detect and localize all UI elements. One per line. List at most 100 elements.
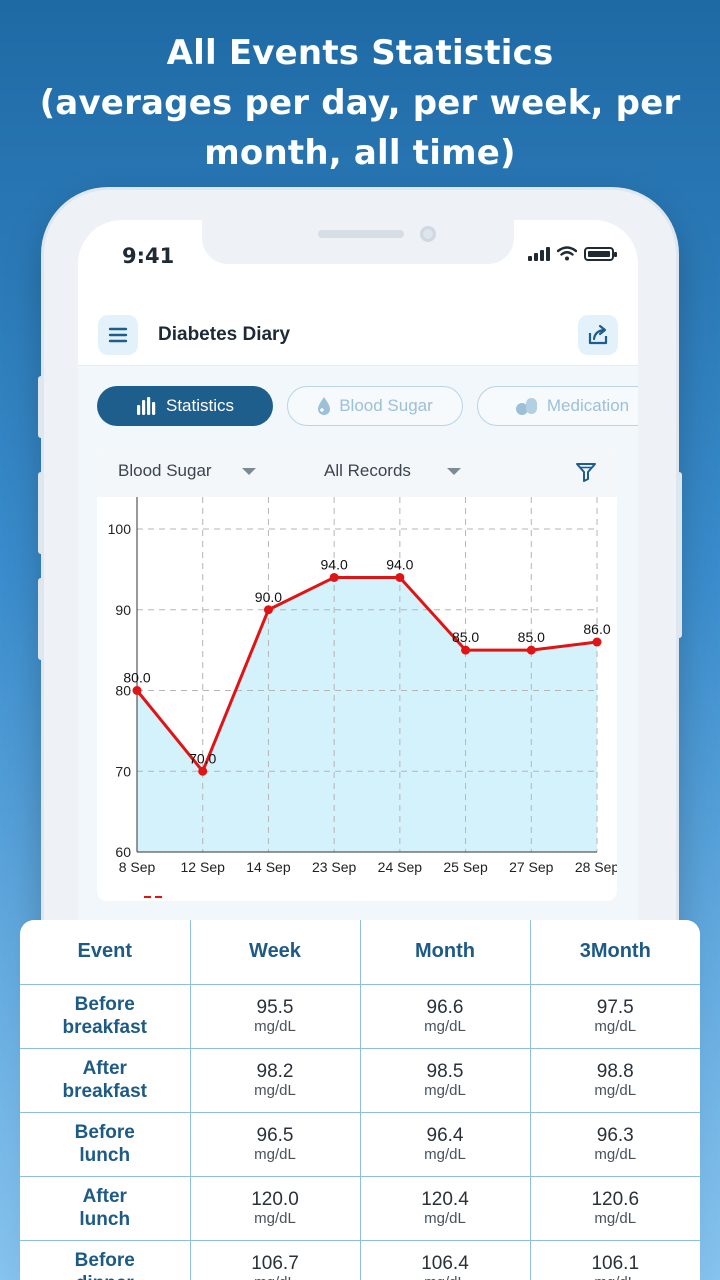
3month-value-cell: 106.1mg/dL [529,1239,700,1280]
y-tick-label: 70 [115,763,131,779]
value-text: 98.8 [596,1060,634,1082]
chart-area-fill [137,577,597,852]
month-value-cell: 96.6 mg/dL [359,983,531,1049]
tab-statistics-label: Statistics [165,396,235,415]
unit-text: mg/dL [254,1081,296,1099]
x-tick-label: 23 Sep [312,859,357,875]
unit-text: mg/dL [424,1209,466,1227]
unit-text: mg/dL [191,1274,360,1280]
3month-value-cell: 96.3 mg/dL [529,1111,700,1177]
hamburger-icon [108,327,128,343]
week-value-cell: 96.5 mg/dL [189,1111,361,1177]
headline-line-1: All Events Statistics [166,33,554,73]
chevron-down-icon [242,468,256,475]
share-button[interactable] [578,315,618,355]
y-tick-label: 80 [115,683,131,699]
table-header-row: Event Week Month 3Month [20,920,700,985]
funnel-icon[interactable] [575,461,597,483]
tab-blood-sugar-label: Blood Sugar [339,396,433,415]
power-button [676,472,682,638]
data-label: 86.0 [583,621,610,637]
header-month: Month [359,920,531,985]
y-tick-label: 90 [115,602,131,618]
data-point [329,572,339,582]
value-text: 120.4 [421,1188,469,1210]
header-3month: 3Month [529,920,700,985]
value-text: 120.0 [251,1188,299,1210]
unit-text: mg/dL [594,1017,637,1035]
tab-statistics[interactable]: Statistics [97,386,273,426]
status-time: 9:41 [122,244,175,268]
data-label: 80.0 [123,670,150,686]
value-text: 106.7 [251,1252,299,1274]
data-label: 70.0 [189,750,216,766]
unit-text: mg/dL [424,1081,466,1099]
month-value-cell: 120.4 mg/dL [359,1175,531,1241]
share-icon [588,324,608,345]
data-point [263,605,273,615]
battery-icon [584,246,617,261]
table-row: Before lunch 96.5 mg/dL 96.4 mg/dL 96.3 mg/dL [20,1111,700,1177]
event-cell: Before breakfast [20,983,191,1049]
event-name-line: After [82,1058,127,1079]
headline-line-3: month, all time) [204,133,516,173]
header-week: Week [189,920,361,985]
event-name-line: After [82,1186,127,1207]
unit-text: mg/dL [594,1209,637,1227]
header-event: Event [20,920,191,985]
week-value-cell: 106.7mg/dL [189,1239,361,1280]
type-dropdown[interactable]: Blood Sugar [118,461,212,480]
volume-down-button [38,578,44,660]
value-text: 96.5 [256,1124,294,1146]
event-name-line: Before [74,994,135,1015]
x-tick-label: 28 Sep [575,859,617,875]
week-value-cell: 98.2 mg/dL [189,1047,361,1113]
y-tick-label: 60 [115,844,131,860]
event-name-line: dinner [20,1272,190,1280]
unit-text: mg/dL [254,1017,296,1035]
status-icons [528,246,617,261]
table-row: Before breakfast 95.5 mg/dL 96.6 mg/dL 97.5 mg/… [20,983,700,1049]
week-value-cell: 95.5 mg/dL [189,983,361,1049]
value-text: 120.6 [591,1188,640,1210]
app-bar: Diabetes Diary [78,304,638,366]
month-value-cell: 106.4mg/dL [359,1239,531,1280]
event-name-line: breakfast [62,1017,148,1038]
data-label: 85.0 [518,629,545,645]
event-name-line: Before [74,1122,135,1143]
tab-medication[interactable]: Medication [477,386,638,426]
unit-text: mg/dL [254,1209,296,1227]
data-point [198,766,208,776]
notch [202,220,514,264]
value-text: 106.4 [421,1252,469,1274]
event-cell: Before lunch [20,1111,191,1177]
data-label: 94.0 [321,556,348,572]
value-text: 96.6 [426,996,464,1018]
x-tick-label: 25 Sep [443,859,488,875]
data-point [461,645,471,655]
event-cell: Beforedinner [20,1239,191,1280]
data-point [526,645,536,655]
value-text: 95.5 [256,996,294,1018]
data-label: 85.0 [452,629,479,645]
chevron-down-icon [447,468,461,475]
blood-sugar-chart: 60 70 80 90 100 8 Sep 12 Sep 14 Sep 23 Sep 24 Sep… [108,497,617,898]
data-label: 90.0 [255,589,282,605]
table-row: After lunch 120.0 mg/dL 120.4 mg/dL 120.6 mg/dL [20,1175,700,1241]
unit-text: mg/dL [594,1145,637,1163]
data-point [132,686,142,695]
volume-up-button [38,472,44,554]
filter-bar: Blood Sugar All Records [97,447,617,497]
month-value-cell: 98.5 mg/dL [359,1047,531,1113]
drop-icon [318,397,331,415]
series-line [135,575,598,773]
headline-line-2: (averages per day, per week, per [39,83,681,123]
value-text: 96.3 [596,1124,634,1146]
menu-button[interactable] [98,315,138,355]
promo-headline: All Events Statistics (averages per day,… [0,28,720,178]
unit-text: mg/dL [424,1017,466,1035]
tab-blood-sugar[interactable]: Blood Sugar [287,386,463,426]
month-value-cell: 96.4 mg/dL [359,1111,531,1177]
range-dropdown[interactable]: All Records [324,461,411,480]
x-tick-label: 14 Sep [246,859,291,875]
